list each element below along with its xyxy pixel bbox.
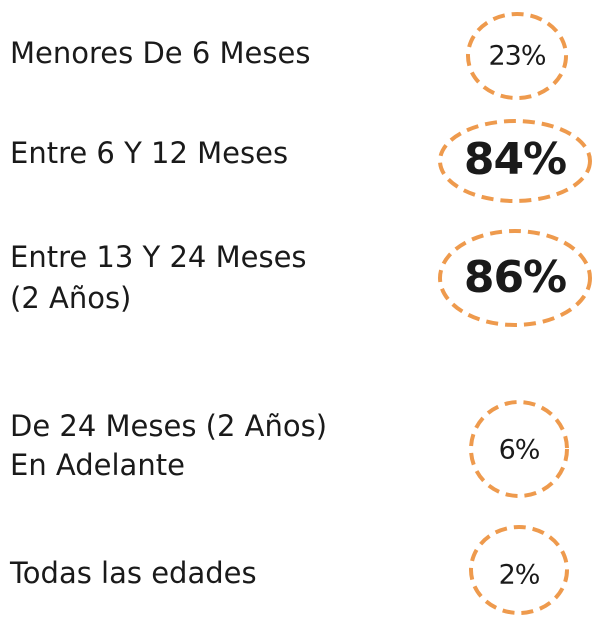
row-value: 6% xyxy=(499,435,540,466)
row-value: 2% xyxy=(499,560,540,591)
row-value: 84% xyxy=(464,134,566,185)
row-label: Menores De 6 Meses xyxy=(10,36,310,70)
row-label: Entre 13 Y 24 Meses xyxy=(10,240,307,274)
row-label: Entre 6 Y 12 Meses xyxy=(10,136,288,170)
row-value: 23% xyxy=(488,41,545,72)
badge xyxy=(438,229,592,327)
row-label: En Adelante xyxy=(10,448,185,482)
row: Entre 13 Y 24 Meses (2 Años) 86% xyxy=(10,229,592,327)
row: Entre 6 Y 12 Meses 84% xyxy=(10,119,592,203)
row-label: (2 Años) xyxy=(10,281,131,315)
row-value: 86% xyxy=(464,252,566,303)
badge xyxy=(466,12,568,100)
badge xyxy=(469,525,569,615)
row: Menores De 6 Meses 23% xyxy=(10,12,568,100)
badge xyxy=(438,119,592,203)
row: Todas las edades 2% xyxy=(9,525,569,615)
row: De 24 Meses (2 Años) En Adelante 6% xyxy=(10,400,569,498)
row-label: De 24 Meses (2 Años) xyxy=(10,409,327,443)
row-label: Todas las edades xyxy=(9,556,257,590)
badge xyxy=(469,400,569,498)
